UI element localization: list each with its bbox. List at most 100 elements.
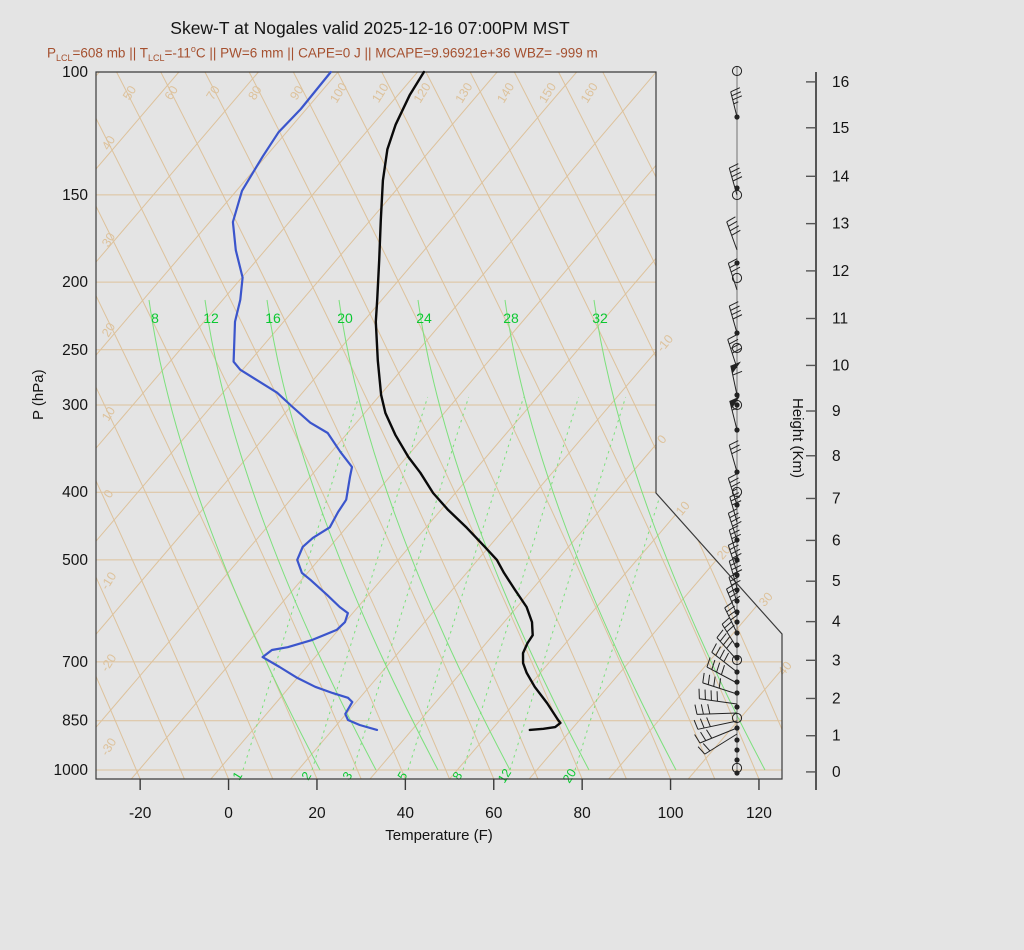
svg-text:200: 200 (62, 274, 88, 291)
wind-barb (728, 163, 743, 196)
svg-text:-20: -20 (129, 805, 152, 822)
svg-text:120: 120 (411, 80, 434, 105)
svg-text:16: 16 (265, 310, 281, 326)
wind-barb (726, 216, 741, 251)
background-grid (96, 72, 782, 779)
page-title: Skew-T at Nogales valid 2025-12-16 07:00… (170, 18, 570, 38)
wind-barb (721, 617, 738, 649)
wind-barb (697, 733, 738, 755)
svg-text:10: 10 (99, 404, 118, 423)
svg-text:60: 60 (485, 805, 503, 822)
dewpoint-trace (231, 70, 379, 731)
svg-text:-10: -10 (654, 332, 676, 355)
svg-text:-30: -30 (98, 735, 119, 758)
grid-line-labels: 50 60 70 80 90 100 110 120 130 140 150 160403020100… (98, 80, 795, 785)
svg-text:2: 2 (832, 690, 841, 707)
svg-text:10: 10 (832, 357, 850, 374)
wind-barb (727, 508, 742, 541)
wind-barb (727, 334, 742, 369)
svg-text:2: 2 (299, 769, 315, 782)
wind-barb (730, 361, 743, 396)
wind-barb (727, 473, 741, 506)
svg-text:1: 1 (832, 728, 841, 745)
wind-barb (729, 396, 740, 431)
svg-text:4: 4 (832, 614, 841, 631)
svg-text:9: 9 (832, 403, 841, 420)
svg-text:24: 24 (416, 310, 432, 326)
svg-text:100: 100 (327, 80, 350, 105)
svg-text:28: 28 (503, 310, 519, 326)
svg-text:250: 250 (62, 342, 88, 359)
svg-text:15: 15 (832, 120, 849, 137)
svg-text:5: 5 (832, 573, 841, 590)
svg-text:20: 20 (99, 320, 118, 339)
svg-text:160: 160 (578, 80, 601, 105)
pressure-axis-title: P (hPa) (30, 369, 47, 420)
wind-barb (728, 440, 741, 473)
svg-text:100: 100 (62, 64, 88, 81)
temperature-trace (374, 70, 562, 732)
svg-text:80: 80 (245, 83, 264, 102)
svg-text:20: 20 (560, 766, 579, 785)
wind-barb (728, 301, 743, 334)
svg-text:90: 90 (287, 83, 306, 102)
svg-text:7: 7 (832, 490, 841, 507)
svg-text:5: 5 (395, 769, 411, 782)
moist-adiabat-lines (148, 299, 766, 771)
isobar-lines (96, 194, 782, 771)
wind-barb (693, 717, 738, 730)
wind-barb (727, 258, 741, 291)
svg-text:0: 0 (224, 805, 233, 822)
svg-text:140: 140 (494, 80, 517, 105)
x-axis-title: Temperature (F) (385, 827, 493, 844)
svg-text:14: 14 (832, 168, 850, 185)
svg-text:30: 30 (756, 590, 776, 610)
svg-text:100: 100 (658, 805, 684, 822)
wind-barb (706, 657, 738, 684)
svg-text:20: 20 (308, 805, 326, 822)
svg-text:20: 20 (337, 310, 353, 326)
svg-text:150: 150 (62, 187, 88, 204)
svg-text:850: 850 (62, 713, 88, 730)
svg-text:1: 1 (230, 769, 246, 782)
wind-barb (694, 704, 738, 715)
wind-barb (711, 643, 738, 673)
wind-barb (702, 672, 738, 695)
svg-text:3: 3 (340, 769, 356, 782)
wind-barb-column (693, 65, 743, 776)
height-axis-title: Height (Km) (789, 398, 806, 479)
svg-text:0: 0 (654, 432, 669, 446)
wind-barb (716, 629, 738, 661)
svg-text:11: 11 (832, 311, 848, 328)
svg-text:700: 700 (62, 654, 88, 671)
wind-barb (729, 492, 742, 523)
svg-text:40: 40 (99, 133, 118, 152)
plot-border (95, 71, 783, 780)
wind-barb (730, 87, 743, 118)
svg-text:16: 16 (832, 74, 849, 91)
svg-text:70: 70 (204, 83, 223, 102)
svg-text:12: 12 (203, 310, 219, 326)
svg-text:0: 0 (832, 764, 841, 781)
svg-text:0: 0 (101, 487, 117, 500)
svg-text:40: 40 (397, 805, 415, 822)
axes: -20 0 20 40 60 80 100 1201001502002503004005007… (54, 64, 850, 822)
svg-text:30: 30 (99, 230, 118, 249)
svg-text:300: 300 (62, 397, 88, 414)
svg-text:32: 32 (592, 310, 608, 326)
svg-text:8: 8 (151, 310, 159, 326)
wind-barb (694, 727, 738, 744)
svg-text:150: 150 (536, 80, 559, 105)
svg-text:50: 50 (120, 83, 139, 102)
mixing-ratio-lines (242, 396, 692, 771)
svg-text:120: 120 (746, 805, 772, 822)
wind-barb (724, 601, 740, 634)
svg-text:12: 12 (832, 263, 849, 280)
svg-text:8: 8 (832, 448, 841, 465)
svg-text:80: 80 (574, 805, 592, 822)
svg-text:6: 6 (832, 532, 841, 549)
svg-text:-20: -20 (98, 651, 119, 674)
svg-text:3: 3 (832, 652, 841, 669)
svg-text:13: 13 (832, 216, 849, 233)
